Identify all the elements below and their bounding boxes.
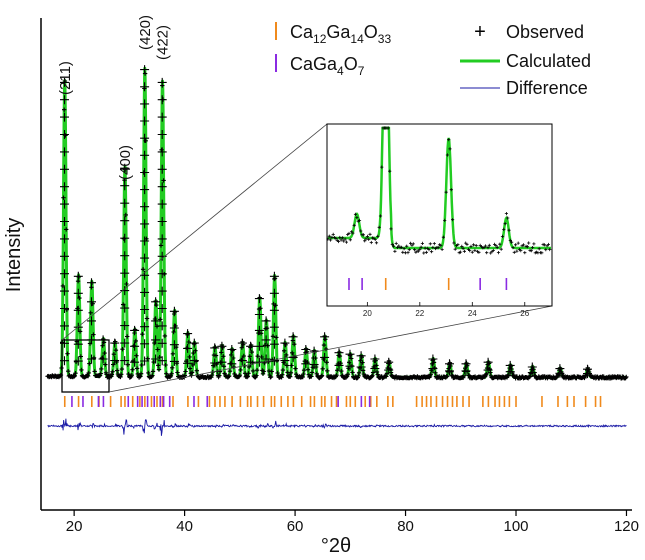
hkl-label: (400) [117, 145, 134, 180]
inset-x-axis-ticks: 20 22 24 26 [363, 302, 530, 318]
y-axis-title: Intensity [3, 218, 25, 292]
zoom-connector-top [61, 123, 328, 341]
x-tick-label: 40 [176, 518, 193, 535]
x-axis-title: °2θ [321, 535, 351, 557]
inset-x-tick-label: 26 [520, 309, 529, 318]
legend-calculated-label: Calculated [506, 51, 591, 71]
inset-observed-series [326, 126, 552, 255]
inset-x-tick-label: 22 [415, 309, 424, 318]
hkl-labels: (211) (400) (420) (422) [57, 15, 172, 180]
inset-x-tick-label: 24 [468, 309, 477, 318]
x-tick-label: 100 [503, 518, 528, 535]
zoom-region-box [61, 339, 110, 393]
hkl-label: (420) [137, 15, 154, 50]
legend-observed-label: Observed [506, 22, 584, 42]
x-tick-label: 60 [287, 518, 304, 535]
inset-x-tick-label: 20 [363, 309, 372, 318]
zoom-connector-bottom [108, 305, 553, 393]
hkl-label: (422) [155, 25, 172, 60]
x-tick-label: 80 [397, 518, 414, 535]
legend: Ca12Ga14O33 CaGa4O7 + Observed Calculate… [275, 21, 591, 98]
x-axis-ticks: 20 40 60 80 100 120 [66, 510, 639, 535]
legend-phase1-label: Ca12Ga14O33 [290, 22, 391, 46]
hkl-label: (211) [57, 61, 74, 95]
observed-series [45, 65, 629, 381]
legend-observed-marker: + [474, 21, 486, 43]
inset-zoom-plot: 20 22 24 26 [326, 123, 553, 318]
phase-reflection-ticks [63, 396, 602, 407]
difference-series [47, 418, 627, 436]
legend-difference-label: Difference [506, 78, 588, 98]
legend-phase2-label: CaGa4O7 [290, 54, 365, 78]
inset-phase-ticks [348, 278, 508, 290]
x-tick-label: 20 [66, 518, 83, 535]
inset-frame [326, 123, 553, 307]
x-tick-label: 120 [614, 518, 639, 535]
observed-points [45, 65, 629, 381]
difference-line [47, 418, 627, 436]
inset-observed-points [326, 126, 552, 255]
